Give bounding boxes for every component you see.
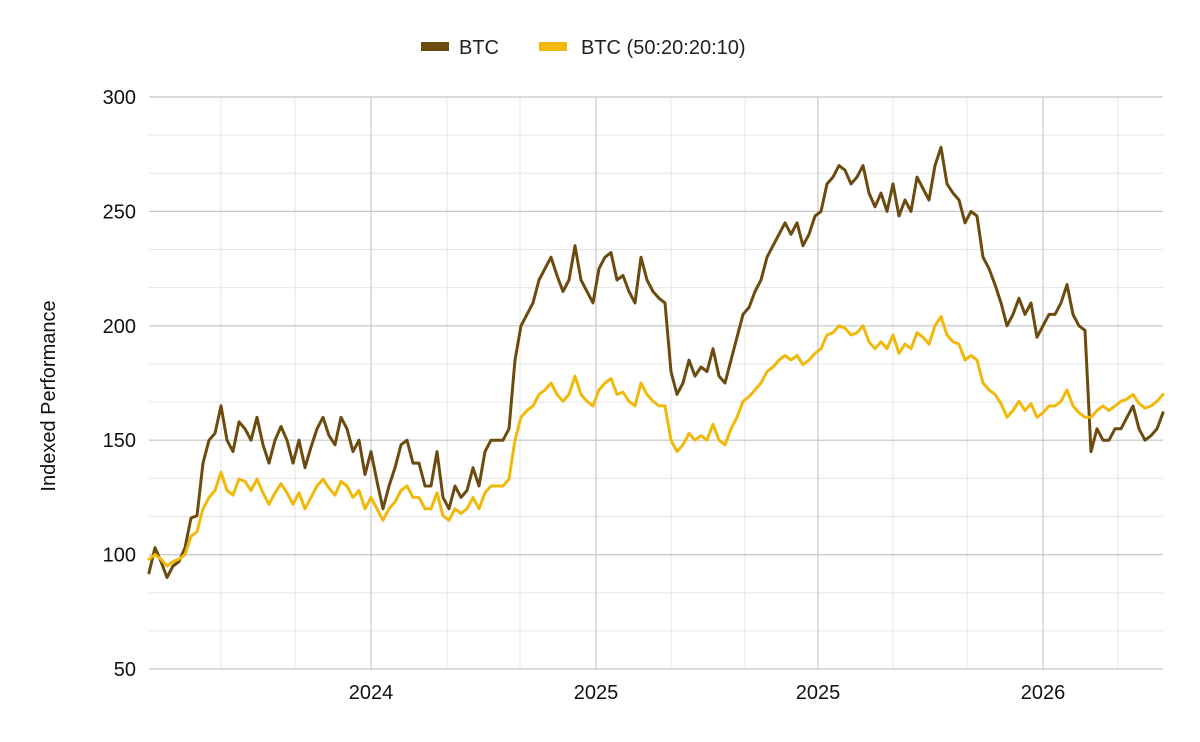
y-tick-label: 50 [114, 659, 136, 681]
minor-grid [149, 97, 1163, 670]
series-layer [147, 145, 1165, 579]
x-tick-label: 2024 [349, 682, 394, 704]
legend: BTC BTC (50:20:20:10) [421, 37, 746, 59]
legend-swatch [539, 42, 567, 51]
y-tick-label: 200 [103, 316, 136, 338]
series-line-1 [147, 145, 1165, 579]
y-tick-label: 150 [103, 430, 136, 452]
x-axis: 2024 2025 2025 2026 [349, 682, 1066, 704]
y-axis: 300 250 200 150 100 50 [103, 87, 136, 681]
major-grid [149, 96, 1163, 670]
series-line-2 [147, 315, 1165, 568]
legend-label: BTC (50:20:20:10) [581, 37, 746, 59]
x-tick-label: 2025 [574, 682, 619, 704]
y-axis-title: Indexed Performance [38, 300, 60, 491]
y-tick-label: 300 [103, 87, 136, 109]
legend-label: BTC [459, 37, 499, 59]
x-tick-label: 2026 [1021, 682, 1066, 704]
legend-swatch [421, 42, 449, 51]
x-tick-label: 2025 [796, 682, 841, 704]
y-tick-label: 100 [103, 545, 136, 567]
y-tick-label: 250 [103, 201, 136, 223]
